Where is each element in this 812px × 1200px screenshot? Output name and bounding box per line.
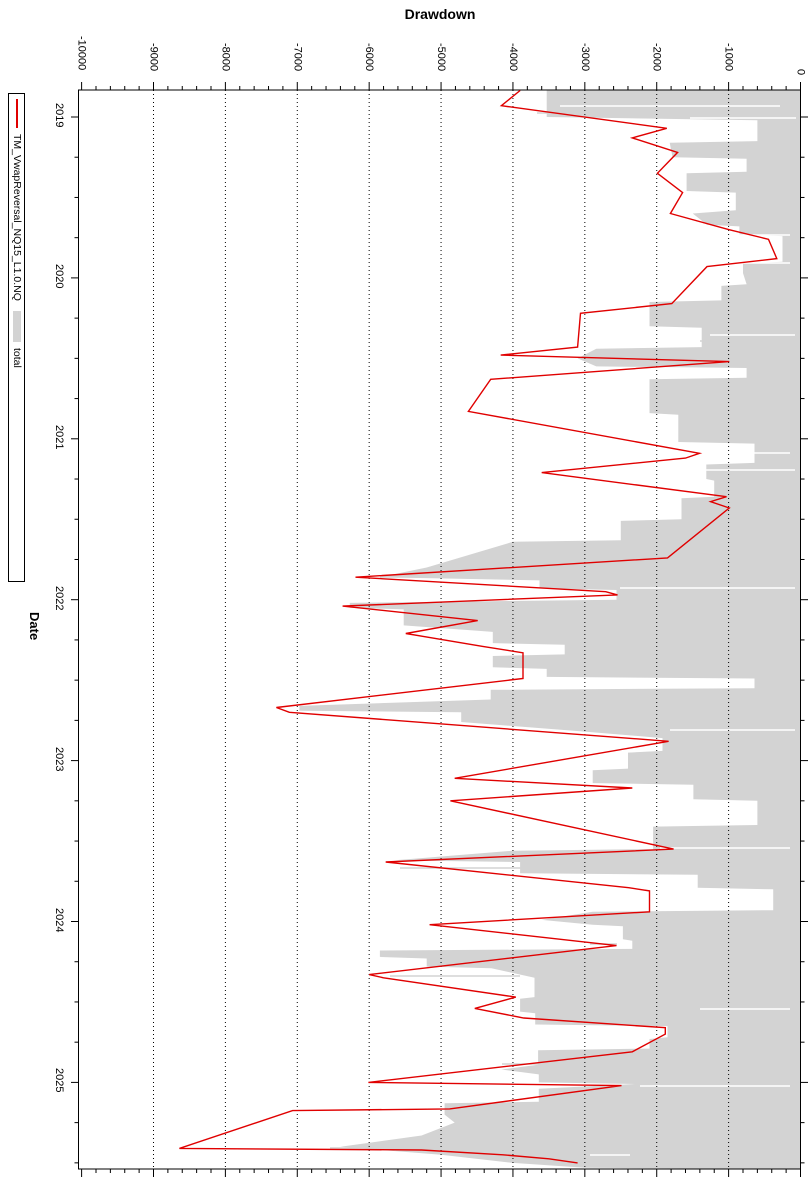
legend-area-swatch [12, 310, 21, 342]
value-tick-label: -3000 [578, 42, 591, 71]
legend-item-total-label: total [11, 347, 23, 368]
legend-line-swatch [15, 99, 18, 128]
area-texture-streak [445, 1112, 630, 1114]
value-tick-label: -8000 [219, 42, 232, 71]
area-texture-streak [620, 587, 795, 589]
area-texture-streak [700, 469, 795, 471]
year-tick-label: 2022 [53, 585, 65, 611]
year-tick-label: 2025 [53, 1068, 65, 1093]
area-texture-streak [700, 1008, 790, 1010]
area-texture-streak [660, 452, 790, 454]
area-texture-streak [502, 1063, 690, 1065]
area-texture-streak [537, 112, 600, 114]
area-texture-streak [354, 603, 480, 605]
area-texture-streak [670, 729, 795, 731]
area-texture-streak [390, 975, 520, 977]
area-texture-streak [700, 234, 790, 236]
strategy-drawdown-line [179, 89, 778, 1164]
value-tick-label: -4000 [506, 42, 519, 71]
year-tick-label: 2023 [53, 746, 65, 772]
legend-item-strategy-label: TM_VwapReversal_NQ15_L1.0.NQ [11, 134, 23, 301]
area-texture-streak [620, 262, 790, 264]
area-texture-streak [710, 334, 795, 336]
year-tick-label: 2019 [53, 103, 65, 128]
area-texture-streak [400, 867, 640, 869]
area-texture-streak [560, 105, 780, 107]
year-tick-label: 2020 [53, 263, 65, 289]
area-texture-streak [330, 1147, 420, 1149]
value-tick-label: 0 [794, 68, 807, 75]
value-tick-label: -5000 [435, 42, 448, 71]
legend: TM_VwapReversal_NQ15_L1.0.NQ total [8, 93, 25, 582]
year-tick-label: 2021 [53, 424, 65, 450]
area-texture-streak [690, 117, 796, 119]
area-texture-streak [700, 340, 740, 342]
area-texture-streak [590, 1154, 630, 1156]
value-tick-label: -1000 [722, 42, 735, 71]
year-tick-label: 2024 [53, 907, 65, 932]
date-axis-title: Date [27, 612, 42, 641]
area-texture-streak [547, 661, 700, 663]
value-tick-label: -7000 [291, 42, 304, 71]
chart-title: Drawdown [404, 6, 476, 22]
plot-frame [78, 89, 801, 1170]
area-texture-streak [640, 1085, 790, 1087]
area-texture-streak [380, 576, 525, 578]
area-texture-streak [660, 847, 790, 849]
value-tick-label: -10000 [75, 36, 88, 71]
value-tick-label: -2000 [650, 42, 663, 71]
total-drawdown-area [299, 90, 801, 1170]
value-tick-label: -6000 [363, 42, 376, 71]
value-tick-label: -9000 [147, 42, 160, 71]
